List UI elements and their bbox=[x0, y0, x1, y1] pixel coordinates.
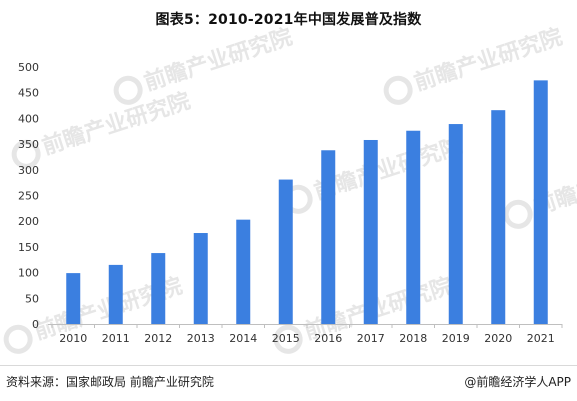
bar bbox=[151, 253, 166, 324]
x-tick-label: 2012 bbox=[144, 332, 172, 345]
bar bbox=[448, 124, 463, 324]
bar bbox=[533, 80, 548, 324]
y-tick-label: 350 bbox=[18, 138, 39, 151]
bar bbox=[66, 273, 81, 324]
bar bbox=[406, 130, 421, 324]
y-tick-label: 100 bbox=[18, 267, 39, 280]
y-axis-ticks: 0 50 100 150 200 250 300 350 400 450 500 bbox=[18, 61, 39, 331]
bar bbox=[363, 139, 378, 324]
credit-note: @前瞻经济学人APP bbox=[464, 375, 571, 389]
bar bbox=[491, 110, 506, 325]
bars-group bbox=[66, 80, 548, 325]
x-tick-label: 2013 bbox=[187, 332, 215, 345]
y-tick-label: 450 bbox=[18, 87, 39, 100]
x-axis-ticks: 2010 2011 2012 2013 2014 2015 2016 2017 2018 2019… bbox=[51, 324, 563, 345]
bar bbox=[193, 233, 208, 324]
chart-title: 图表5：2010-2021年中国发展普及指数 bbox=[155, 12, 422, 28]
watermark-text: 前瞻产业研究院 bbox=[141, 24, 296, 96]
x-tick-label: 2018 bbox=[399, 332, 427, 345]
x-tick-label: 2016 bbox=[314, 332, 342, 345]
watermark-logo-icon bbox=[3, 324, 33, 354]
bar bbox=[278, 179, 293, 324]
bar bbox=[108, 264, 123, 324]
watermark: 前瞻产业研究院 bbox=[113, 24, 296, 105]
x-tick-label: 2021 bbox=[527, 332, 555, 345]
watermark-logo-icon bbox=[113, 75, 143, 105]
watermark-logo-icon bbox=[11, 139, 41, 169]
y-tick-label: 500 bbox=[18, 61, 39, 74]
watermark: 前瞻产业研究院 bbox=[11, 88, 194, 169]
y-tick-label: 300 bbox=[18, 164, 39, 177]
watermark-text: 前瞻产业研究院 bbox=[39, 88, 194, 160]
x-tick-label: 2014 bbox=[229, 332, 257, 345]
y-tick-label: 400 bbox=[18, 112, 39, 125]
watermark-logo-icon bbox=[503, 199, 533, 229]
x-tick-label: 2019 bbox=[442, 332, 470, 345]
source-note: 资料来源：国家邮政局 前瞻产业研究院 bbox=[6, 375, 214, 389]
x-tick-label: 2020 bbox=[484, 332, 512, 345]
x-tick-label: 2017 bbox=[357, 332, 385, 345]
bar bbox=[236, 219, 251, 324]
watermark-logo-icon bbox=[383, 75, 413, 105]
x-tick-label: 2011 bbox=[102, 332, 130, 345]
y-tick-label: 50 bbox=[25, 292, 39, 305]
x-tick-label: 2015 bbox=[272, 332, 300, 345]
y-tick-label: 200 bbox=[18, 215, 39, 228]
y-tick-label: 250 bbox=[18, 190, 39, 203]
y-tick-label: 0 bbox=[32, 318, 39, 331]
y-tick-label: 150 bbox=[18, 241, 39, 254]
watermark-logo-icon bbox=[273, 324, 303, 354]
bar bbox=[321, 150, 336, 324]
x-tick-label: 2010 bbox=[59, 332, 87, 345]
footer-divider bbox=[0, 365, 577, 366]
